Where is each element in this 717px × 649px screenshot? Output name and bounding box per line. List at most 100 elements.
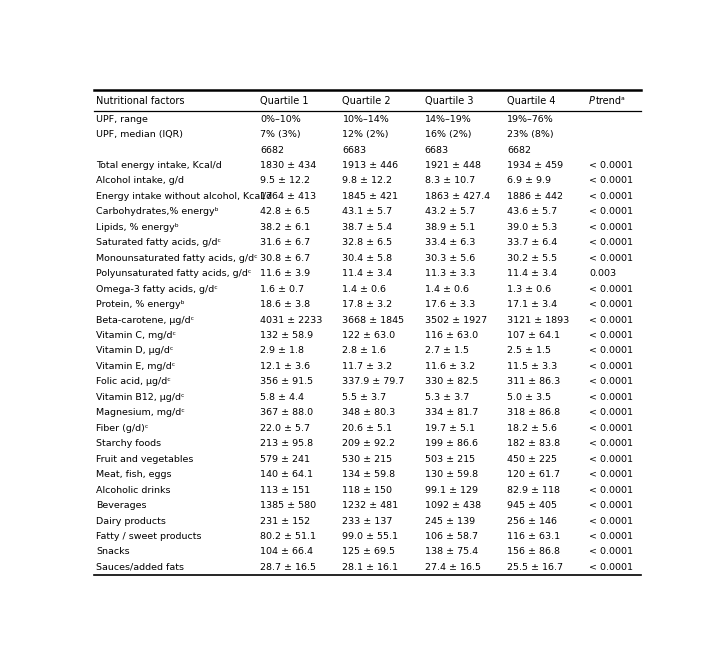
Text: < 0.0001: < 0.0001: [589, 439, 633, 448]
Text: 3502 ± 1927: 3502 ± 1927: [424, 315, 487, 324]
Text: 33.7 ± 6.4: 33.7 ± 6.4: [507, 238, 557, 247]
Text: 0.003: 0.003: [589, 269, 617, 278]
Text: UPF, range: UPF, range: [96, 115, 148, 123]
Text: trendᵃ: trendᵃ: [596, 96, 626, 106]
Text: 23% (8%): 23% (8%): [507, 130, 554, 139]
Text: 9.5 ± 12.2: 9.5 ± 12.2: [260, 177, 310, 186]
Text: Protein, % energyᵇ: Protein, % energyᵇ: [96, 300, 185, 309]
Text: 579 ± 241: 579 ± 241: [260, 455, 310, 463]
Text: 12.1 ± 3.6: 12.1 ± 3.6: [260, 362, 310, 371]
Text: UPF, median (IQR): UPF, median (IQR): [96, 130, 184, 139]
Text: 213 ± 95.8: 213 ± 95.8: [260, 439, 313, 448]
Text: 11.3 ± 3.3: 11.3 ± 3.3: [424, 269, 475, 278]
Text: Vitamin D, μg/dᶜ: Vitamin D, μg/dᶜ: [96, 347, 174, 356]
Text: 10%–14%: 10%–14%: [343, 115, 389, 123]
Text: 6682: 6682: [260, 145, 284, 154]
Text: 503 ± 215: 503 ± 215: [424, 455, 475, 463]
Text: 330 ± 82.5: 330 ± 82.5: [424, 377, 478, 386]
Text: 8.3 ± 10.7: 8.3 ± 10.7: [424, 177, 475, 186]
Text: 334 ± 81.7: 334 ± 81.7: [424, 408, 478, 417]
Text: 0%–10%: 0%–10%: [260, 115, 301, 123]
Text: 130 ± 59.8: 130 ± 59.8: [424, 470, 478, 479]
Text: P: P: [589, 96, 595, 106]
Text: 256 ± 146: 256 ± 146: [507, 517, 557, 526]
Text: < 0.0001: < 0.0001: [589, 254, 633, 263]
Text: Fatty / sweet products: Fatty / sweet products: [96, 532, 201, 541]
Text: 19.7 ± 5.1: 19.7 ± 5.1: [424, 424, 475, 433]
Text: 3121 ± 1893: 3121 ± 1893: [507, 315, 569, 324]
Text: 132 ± 58.9: 132 ± 58.9: [260, 331, 313, 340]
Text: Monounsaturated fatty acids, g/dᶜ: Monounsaturated fatty acids, g/dᶜ: [96, 254, 258, 263]
Text: Vitamin C, mg/dᶜ: Vitamin C, mg/dᶜ: [96, 331, 176, 340]
Text: 1863 ± 427.4: 1863 ± 427.4: [424, 192, 490, 201]
Text: 1232 ± 481: 1232 ± 481: [343, 501, 399, 510]
Text: 1092 ± 438: 1092 ± 438: [424, 501, 481, 510]
Text: 22.0 ± 5.7: 22.0 ± 5.7: [260, 424, 310, 433]
Text: 6683: 6683: [424, 145, 449, 154]
Text: Magnesium, mg/dᶜ: Magnesium, mg/dᶜ: [96, 408, 185, 417]
Text: Beverages: Beverages: [96, 501, 147, 510]
Text: 43.6 ± 5.7: 43.6 ± 5.7: [507, 207, 557, 216]
Text: 106 ± 58.7: 106 ± 58.7: [424, 532, 478, 541]
Text: 122 ± 63.0: 122 ± 63.0: [343, 331, 396, 340]
Text: 31.6 ± 6.7: 31.6 ± 6.7: [260, 238, 310, 247]
Text: 5.3 ± 3.7: 5.3 ± 3.7: [424, 393, 469, 402]
Text: 348 ± 80.3: 348 ± 80.3: [343, 408, 396, 417]
Text: Quartile 1: Quartile 1: [260, 96, 309, 106]
Text: 6682: 6682: [507, 145, 531, 154]
Text: 1.4 ± 0.6: 1.4 ± 0.6: [343, 285, 386, 293]
Text: < 0.0001: < 0.0001: [589, 377, 633, 386]
Text: 19%–76%: 19%–76%: [507, 115, 554, 123]
Text: 20.6 ± 5.1: 20.6 ± 5.1: [343, 424, 392, 433]
Text: 28.7 ± 16.5: 28.7 ± 16.5: [260, 563, 316, 572]
Text: 318 ± 86.8: 318 ± 86.8: [507, 408, 560, 417]
Text: 1385 ± 580: 1385 ± 580: [260, 501, 316, 510]
Text: 356 ± 91.5: 356 ± 91.5: [260, 377, 313, 386]
Text: 9.8 ± 12.2: 9.8 ± 12.2: [343, 177, 392, 186]
Text: < 0.0001: < 0.0001: [589, 177, 633, 186]
Text: Energy intake without alcohol, Kcal/d: Energy intake without alcohol, Kcal/d: [96, 192, 272, 201]
Text: 17.1 ± 3.4: 17.1 ± 3.4: [507, 300, 557, 309]
Text: 245 ± 139: 245 ± 139: [424, 517, 475, 526]
Text: < 0.0001: < 0.0001: [589, 393, 633, 402]
Text: < 0.0001: < 0.0001: [589, 223, 633, 232]
Text: 138 ± 75.4: 138 ± 75.4: [424, 547, 478, 556]
Text: 42.8 ± 6.5: 42.8 ± 6.5: [260, 207, 310, 216]
Text: 199 ± 86.6: 199 ± 86.6: [424, 439, 478, 448]
Text: 5.8 ± 4.4: 5.8 ± 4.4: [260, 393, 304, 402]
Text: 11.4 ± 3.4: 11.4 ± 3.4: [507, 269, 557, 278]
Text: 209 ± 92.2: 209 ± 92.2: [343, 439, 396, 448]
Text: 156 ± 86.8: 156 ± 86.8: [507, 547, 560, 556]
Text: < 0.0001: < 0.0001: [589, 347, 633, 356]
Text: 30.8 ± 6.7: 30.8 ± 6.7: [260, 254, 310, 263]
Text: 32.8 ± 6.5: 32.8 ± 6.5: [343, 238, 393, 247]
Text: 1.3 ± 0.6: 1.3 ± 0.6: [507, 285, 551, 293]
Text: 17.8 ± 3.2: 17.8 ± 3.2: [343, 300, 393, 309]
Text: Folic acid, μg/dᶜ: Folic acid, μg/dᶜ: [96, 377, 171, 386]
Text: < 0.0001: < 0.0001: [589, 207, 633, 216]
Text: Saturated fatty acids, g/dᶜ: Saturated fatty acids, g/dᶜ: [96, 238, 222, 247]
Text: 33.4 ± 6.3: 33.4 ± 6.3: [424, 238, 475, 247]
Text: 120 ± 61.7: 120 ± 61.7: [507, 470, 560, 479]
Text: 107 ± 64.1: 107 ± 64.1: [507, 331, 560, 340]
Text: Meat, fish, eggs: Meat, fish, eggs: [96, 470, 172, 479]
Text: 39.0 ± 5.3: 39.0 ± 5.3: [507, 223, 557, 232]
Text: 2.5 ± 1.5: 2.5 ± 1.5: [507, 347, 551, 356]
Text: < 0.0001: < 0.0001: [589, 501, 633, 510]
Text: 11.4 ± 3.4: 11.4 ± 3.4: [343, 269, 393, 278]
Text: Quartile 4: Quartile 4: [507, 96, 556, 106]
Text: 12% (2%): 12% (2%): [343, 130, 389, 139]
Text: Alcohol intake, g/d: Alcohol intake, g/d: [96, 177, 184, 186]
Text: 1830 ± 434: 1830 ± 434: [260, 161, 316, 170]
Text: 30.4 ± 5.8: 30.4 ± 5.8: [343, 254, 393, 263]
Text: 5.5 ± 3.7: 5.5 ± 3.7: [343, 393, 386, 402]
Text: 11.5 ± 3.3: 11.5 ± 3.3: [507, 362, 557, 371]
Text: 43.2 ± 5.7: 43.2 ± 5.7: [424, 207, 475, 216]
Text: Starchy foods: Starchy foods: [96, 439, 161, 448]
Text: < 0.0001: < 0.0001: [589, 547, 633, 556]
Text: < 0.0001: < 0.0001: [589, 192, 633, 201]
Text: 30.2 ± 5.5: 30.2 ± 5.5: [507, 254, 557, 263]
Text: 43.1 ± 5.7: 43.1 ± 5.7: [343, 207, 393, 216]
Text: < 0.0001: < 0.0001: [589, 238, 633, 247]
Text: < 0.0001: < 0.0001: [589, 485, 633, 495]
